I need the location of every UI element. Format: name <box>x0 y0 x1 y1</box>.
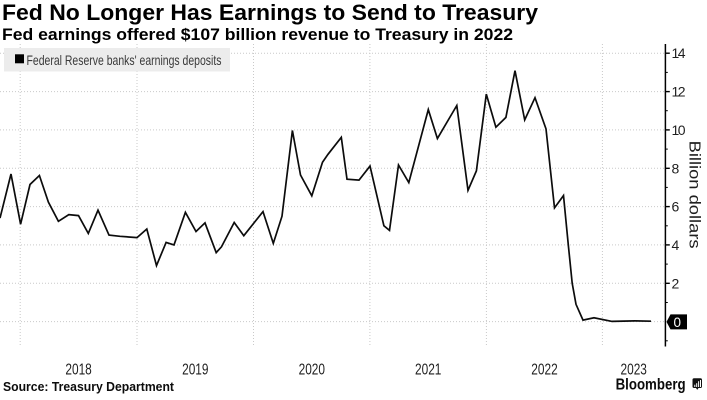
svg-text:2022: 2022 <box>531 361 557 378</box>
svg-text:2018: 2018 <box>65 361 92 378</box>
svg-text:Billion dollars: Billion dollars <box>686 141 703 249</box>
svg-text:Bloomberg: Bloomberg <box>616 376 686 393</box>
svg-text:2023: 2023 <box>621 361 648 378</box>
svg-text:4: 4 <box>672 237 680 253</box>
svg-text:2: 2 <box>672 275 680 291</box>
svg-text:0: 0 <box>674 315 682 330</box>
svg-text:2021: 2021 <box>415 361 442 378</box>
svg-text:Source: Treasury Department: Source: Treasury Department <box>3 379 175 394</box>
svg-text:14: 14 <box>672 45 686 61</box>
svg-text:6: 6 <box>672 199 680 215</box>
svg-text:Fed No Longer Has Earnings to: Fed No Longer Has Earnings to Send to Tr… <box>2 0 539 25</box>
svg-text:8: 8 <box>672 160 680 176</box>
svg-text:Fed earnings offered $107 bill: Fed earnings offered $107 billion revenu… <box>2 25 513 44</box>
svg-text:Federal Reserve banks' earning: Federal Reserve banks' earnings deposits <box>27 52 222 68</box>
svg-text:2019: 2019 <box>182 361 209 378</box>
svg-text:2020: 2020 <box>299 361 326 378</box>
svg-text:10: 10 <box>672 122 686 138</box>
svg-text:12: 12 <box>672 84 686 100</box>
